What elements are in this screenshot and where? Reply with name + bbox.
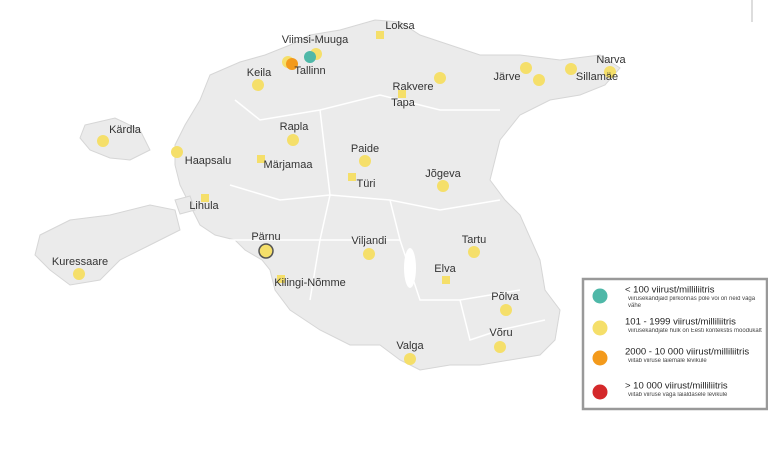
marker [73,268,85,280]
border [459,299,546,341]
place-label: Põlva [491,291,519,303]
county-borders [229,94,546,341]
legend-note-box: viitab viiruse väga laialdasele levikule [628,392,728,398]
place-label: Paide [351,143,379,155]
marker [277,275,285,283]
place-label: Sillamäe [576,71,618,83]
marker [500,304,512,316]
land [34,19,621,371]
marker [434,72,446,84]
marker [520,62,532,74]
marker [171,146,183,158]
legend-swatch [592,288,608,304]
border [309,109,331,301]
place-label: Jõgeva [425,168,461,180]
marker [359,155,371,167]
saaremaa [34,204,181,286]
place-label: Elva [434,263,456,275]
place-label: Järve [494,71,521,83]
place-label: Viimsi-Muuga [282,34,349,46]
place-label: Türi [357,178,376,190]
legend-swatch [592,350,608,366]
legend-note: viitab viiruse laiemale levikule [628,358,707,364]
place-label: Tapa [391,97,416,109]
marker [252,79,264,91]
place-label: Tartu [462,234,486,246]
legend-title: 101 - 1999 viirust/milliliitris [625,317,736,328]
marker [363,248,375,260]
marker [442,276,450,284]
mainland [174,19,621,371]
legend-swatch [592,320,608,336]
legend-title: 2000 - 10 000 viirust/milliliitris [625,347,749,358]
legend-note: viirusekandjaid piirkonnas pole või on n… [628,296,756,309]
legend-title: < 100 viirust/milliliitris [625,285,715,296]
marker [565,63,577,75]
marker [97,135,109,147]
place-label: Kilingi-Nõmme [274,277,346,289]
legend: < 100 viirust/milliliitrisviirusekandjai… [581,277,768,411]
place-label: Lihula [189,200,219,212]
legend-note: viitab viiruse väga laialdasele levikule [628,392,728,398]
marker [201,194,209,202]
legend-note-box: viitab viiruse laiemale levikule [628,358,707,364]
marker [398,90,406,98]
marker [404,353,416,365]
marker [494,341,506,353]
legend-swatch [592,384,608,400]
place-label: Märjamaa [264,159,314,171]
place-label: Loksa [385,20,415,32]
place-label: Tallinn [294,65,325,77]
place-label: Valga [396,340,424,352]
marker [286,58,298,70]
marker [376,31,384,39]
place-label: Pärnu [251,231,280,243]
border [234,94,500,121]
legend-box [581,277,768,411]
marker [257,155,265,163]
marker [304,51,316,63]
place-label: Võru [489,327,512,339]
hiiumaa [79,117,151,161]
legend-note-box: viirusekandjaid piirkonnas pole või on n… [628,296,756,309]
border [229,184,501,211]
places: Loksa Viimsi-Muuga Tallinn Keila Narva Sillam… [52,20,627,365]
place-label: Kärdla [109,124,142,136]
place-label: Narva [596,54,626,66]
marker [348,173,356,181]
marker [287,134,299,146]
marker [604,66,616,78]
place-label: Rakvere [393,81,434,93]
legend-note: viirusekandjate hulk on Eesti kontekstis… [628,328,762,334]
border [389,199,521,301]
legend-note-box: viirusekandjate hulk on Eesti kontekstis… [628,328,762,334]
place-label: Haapsalu [185,155,231,167]
marker [533,74,545,86]
place-label: Keila [247,67,272,79]
marker [258,243,274,259]
lake [404,248,416,288]
marker [437,180,449,192]
place-label: Viljandi [351,235,386,247]
legend-title: > 10 000 viirust/milliliitris [625,381,728,392]
marker [468,246,480,258]
place-label: Kuressaare [52,256,108,268]
muhu [174,195,196,215]
place-label: Rapla [280,121,310,133]
